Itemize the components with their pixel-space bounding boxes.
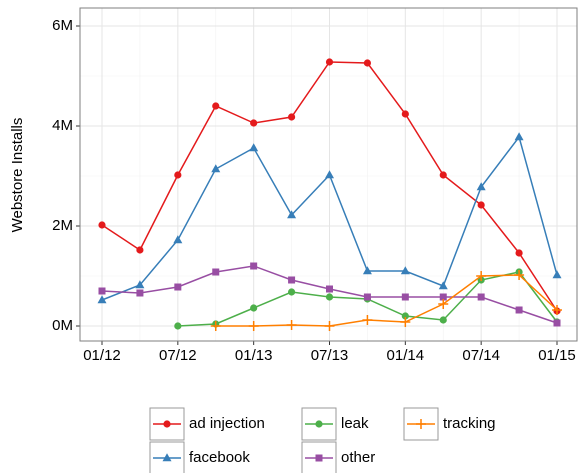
data-point xyxy=(173,235,183,244)
legend-item: leak xyxy=(301,407,369,441)
legend-marker xyxy=(162,453,172,462)
data-point xyxy=(248,321,259,331)
x-tick-label: 01/14 xyxy=(387,347,425,364)
data-point xyxy=(362,266,372,275)
plot-border xyxy=(79,7,578,342)
data-point xyxy=(174,171,182,179)
data-point xyxy=(250,119,258,127)
x-tick-label: 01/13 xyxy=(235,347,273,364)
data-point xyxy=(136,246,144,254)
legend-label: other xyxy=(341,449,375,466)
data-point xyxy=(400,266,410,275)
data-point xyxy=(476,271,487,281)
data-point xyxy=(97,295,107,304)
data-point xyxy=(135,280,145,289)
y-tick-label: 6M xyxy=(52,17,73,34)
data-point xyxy=(553,319,561,327)
x-tick-label: 01/15 xyxy=(538,347,576,364)
legend-item: ad injection xyxy=(149,407,265,441)
data-point xyxy=(210,321,221,331)
data-point xyxy=(286,320,297,330)
data-point xyxy=(212,102,220,110)
legend-marker xyxy=(315,420,323,428)
data-point xyxy=(363,59,372,67)
data-point xyxy=(400,317,411,327)
legend-label: ad injection xyxy=(189,415,265,432)
data-point xyxy=(174,322,182,330)
data-point xyxy=(477,293,485,301)
data-point xyxy=(174,283,182,291)
data-point xyxy=(98,221,106,229)
data-point xyxy=(438,281,448,290)
data-point xyxy=(401,312,409,320)
data-point xyxy=(439,316,447,324)
legend-item: facebook xyxy=(149,441,250,473)
data-point xyxy=(439,293,447,301)
x-tick-label: 07/14 xyxy=(462,347,500,364)
legend-label: leak xyxy=(341,415,369,432)
data-point xyxy=(212,268,220,276)
data-point xyxy=(324,321,335,331)
legend-label: facebook xyxy=(189,449,250,466)
data-point xyxy=(249,143,259,152)
data-point xyxy=(325,170,334,179)
x-tick-label: 07/13 xyxy=(311,347,349,364)
data-point xyxy=(401,293,409,301)
data-point xyxy=(552,270,562,279)
x-tick-label: 01/12 xyxy=(83,347,121,364)
data-point xyxy=(136,289,144,297)
data-point xyxy=(401,110,409,118)
data-point xyxy=(514,270,525,280)
y-axis-label: Webstore Installs xyxy=(9,118,26,233)
data-point xyxy=(287,113,296,121)
data-point xyxy=(250,304,258,312)
data-point xyxy=(476,182,486,191)
data-point xyxy=(515,306,523,314)
legend-label: tracking xyxy=(443,415,496,432)
data-point xyxy=(325,58,334,66)
legend-item: other xyxy=(301,441,375,473)
data-point xyxy=(363,293,371,301)
data-point xyxy=(514,132,524,141)
data-point xyxy=(325,293,334,301)
x-tick-label: 07/12 xyxy=(159,347,197,364)
legend-marker xyxy=(416,419,426,429)
series-line xyxy=(215,274,558,327)
y-tick-label: 2M xyxy=(52,217,73,234)
data-point xyxy=(98,287,106,295)
legend-item: tracking xyxy=(403,407,496,441)
data-point xyxy=(287,288,296,296)
data-point xyxy=(211,164,221,173)
data-point xyxy=(438,299,449,309)
data-point xyxy=(326,285,333,293)
legend-marker xyxy=(163,420,171,428)
data-point xyxy=(515,249,523,257)
data-point xyxy=(552,305,562,315)
data-point xyxy=(477,201,485,209)
data-point xyxy=(250,262,258,270)
y-tick-label: 0M xyxy=(52,317,73,334)
data-point xyxy=(288,276,296,284)
data-point xyxy=(287,210,297,219)
data-point xyxy=(362,315,373,325)
data-point xyxy=(439,171,447,179)
y-tick-label: 4M xyxy=(52,117,73,134)
legend-marker xyxy=(315,454,323,462)
